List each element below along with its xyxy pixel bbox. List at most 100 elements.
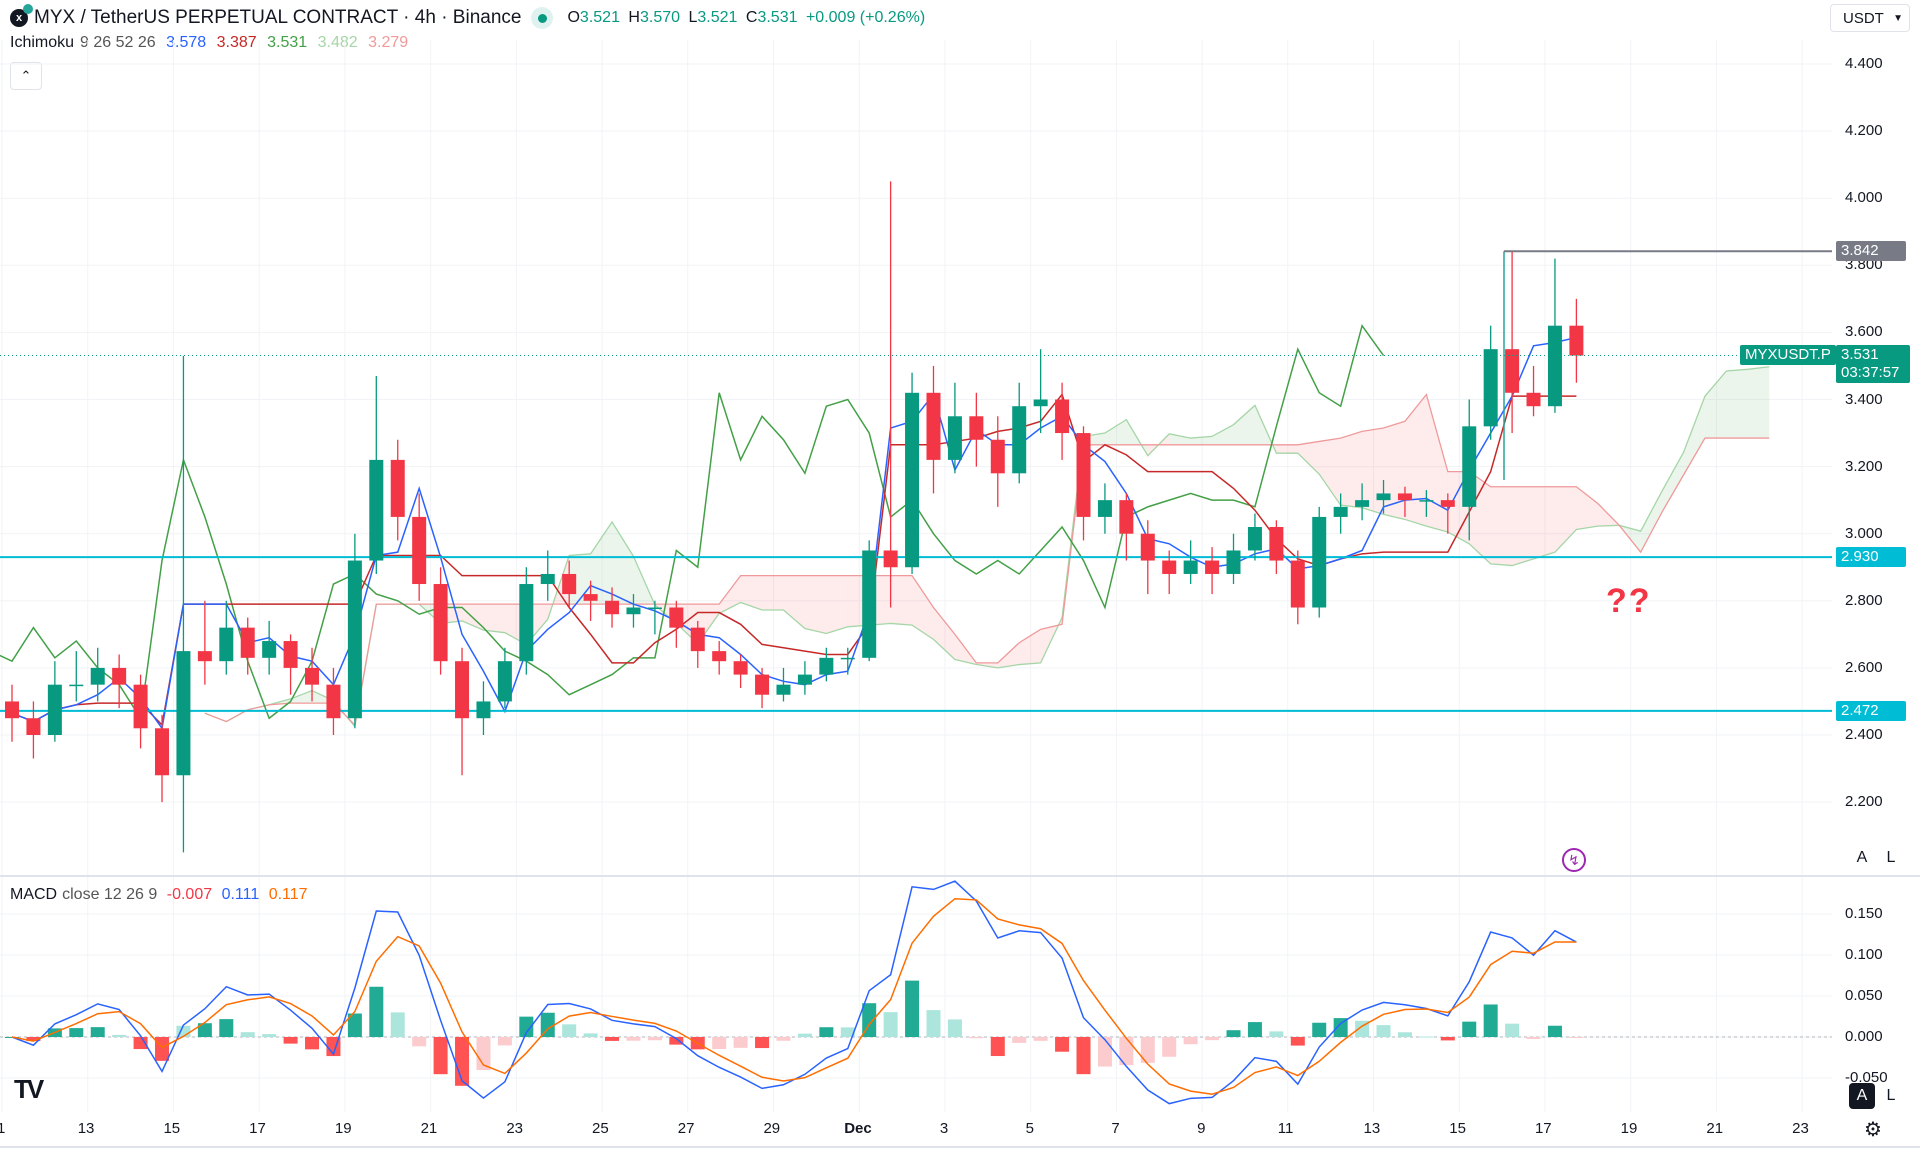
candle-body [562, 573, 577, 595]
ichimoku-cloud-segment [1104, 419, 1127, 445]
date-tick-label: 23 [506, 1120, 523, 1137]
candle-body [840, 657, 855, 660]
market-status-icon[interactable] [531, 7, 554, 29]
span-a-value: 3.482 [317, 34, 358, 51]
candle [776, 667, 791, 702]
macd-histogram-bar [112, 1034, 127, 1037]
price-tick-label: 2.600 [1845, 658, 1883, 676]
candle-body [1226, 550, 1241, 574]
ichimoku-cloud-segment [1576, 486, 1598, 530]
macd-histogram-bar [1526, 1037, 1541, 1039]
macd-log-scale-button[interactable]: L [1886, 1087, 1896, 1104]
lightning-alert-icon[interactable]: ↯ [1562, 848, 1586, 872]
price-tick-label: 4.200 [1845, 122, 1883, 140]
ichimoku-cloud-segment [1297, 441, 1320, 475]
candle-body [1205, 560, 1220, 574]
ichimoku-cloud-segment [783, 575, 805, 629]
macd-histogram-bar [1183, 1037, 1198, 1045]
macd-histogram-bar [1290, 1037, 1305, 1046]
collapse-legend-button[interactable]: ⌃ [10, 62, 42, 90]
date-tick-label: 19 [1620, 1120, 1638, 1137]
macd-name[interactable]: MACD [10, 886, 58, 903]
candle [1483, 325, 1498, 440]
settings-gear-icon[interactable]: ⚙ [1864, 1119, 1882, 1141]
macd-histogram-bar [1226, 1030, 1241, 1037]
candle-body [1269, 526, 1284, 561]
ichimoku-cloud-segment [804, 575, 827, 634]
candle [390, 439, 405, 541]
macd-histogram-bar [262, 1034, 277, 1037]
candle-body [1290, 560, 1305, 608]
candle [1397, 486, 1412, 517]
ichimoku-legend[interactable]: Ichimoku 9 26 52 26 3.578 3.387 3.531 3.4… [10, 34, 414, 52]
level-price-tag[interactable]: 2.472 [1836, 700, 1906, 721]
date-tick-label: 17 [1534, 1120, 1552, 1137]
last-price-tag[interactable]: 3.531 03:37:57 [1836, 344, 1910, 383]
macd-histogram-bar [155, 1037, 170, 1061]
price-tick-label: 4.400 [1845, 55, 1883, 72]
candle-body [240, 627, 255, 658]
currency-select[interactable]: USDT ▼ [1830, 4, 1910, 32]
close-value: 3.531 [757, 9, 798, 26]
macd-auto-scale-button[interactable]: A [1849, 1083, 1875, 1109]
date-tick-label: Dec [844, 1120, 872, 1137]
ichimoku-cloud-segment [483, 604, 505, 633]
level-price-tag[interactable]: 3.842 [1836, 241, 1906, 262]
candle [90, 647, 105, 702]
candle [26, 701, 41, 759]
price-tick-label: 2.200 [1845, 793, 1883, 811]
tradingview-logo[interactable]: TV [14, 1074, 44, 1104]
macd-legend[interactable]: MACD close 12 26 9 -0.007 0.111 0.117 [10, 886, 313, 904]
candle [1226, 533, 1241, 585]
candle [583, 580, 598, 621]
candle [176, 355, 191, 853]
indicator-params: 9 26 52 26 [80, 34, 156, 51]
currency-label: USDT [1843, 9, 1884, 27]
macd-histogram-bar [755, 1037, 770, 1049]
candle-body [476, 701, 491, 719]
candle-body [647, 607, 662, 610]
ichimoku-cloud-segment [1554, 486, 1577, 553]
price-tick-label: 3.000 [1845, 524, 1883, 542]
ichimoku-cloud-segment [740, 575, 763, 611]
macd-histogram-bar [240, 1032, 255, 1037]
candle-body [283, 641, 298, 668]
candle [990, 416, 1005, 507]
macd-histogram-bar [455, 1037, 470, 1086]
date-tick-label: 29 [763, 1120, 781, 1137]
candle-body [326, 684, 341, 719]
ichimoku-cloud-segment [1362, 428, 1384, 515]
macd-histogram-bar [1483, 1004, 1498, 1037]
candle [1076, 426, 1091, 541]
chevron-down-icon: ▼ [1893, 12, 1903, 24]
candle-body [905, 392, 920, 568]
candle-body [969, 416, 984, 440]
symbol-title[interactable]: MYX / TetherUS PERPETUAL CONTRACT · 4h ·… [34, 7, 522, 28]
candle [1033, 349, 1048, 434]
candle-body [1312, 516, 1327, 608]
candle-body [347, 560, 362, 719]
annotation-question-marks: ?? [1606, 582, 1652, 620]
ichimoku-cloud-segment [890, 575, 913, 626]
macd-histogram-bar [1119, 1037, 1134, 1066]
candle [47, 661, 62, 742]
level-price-tag[interactable]: 2.930 [1836, 547, 1906, 568]
auto-scale-button[interactable]: A [1856, 849, 1868, 866]
candle [1290, 550, 1305, 625]
candle-body [133, 684, 148, 729]
indicator-name[interactable]: Ichimoku [10, 34, 75, 51]
tenkan-value: 3.578 [166, 34, 207, 51]
span-a-line [204, 366, 1770, 729]
candle [1205, 547, 1220, 595]
candle-body [1012, 406, 1027, 474]
macd-histogram-bar [412, 1037, 427, 1047]
candle-body [1076, 433, 1091, 517]
candle-body [497, 661, 512, 702]
candle [1333, 493, 1348, 534]
candle-body [412, 516, 427, 585]
macd-histogram-bar [1547, 1025, 1562, 1037]
pane-separator[interactable] [0, 875, 1920, 877]
log-scale-button[interactable]: L [1886, 849, 1896, 866]
candle [562, 560, 577, 608]
